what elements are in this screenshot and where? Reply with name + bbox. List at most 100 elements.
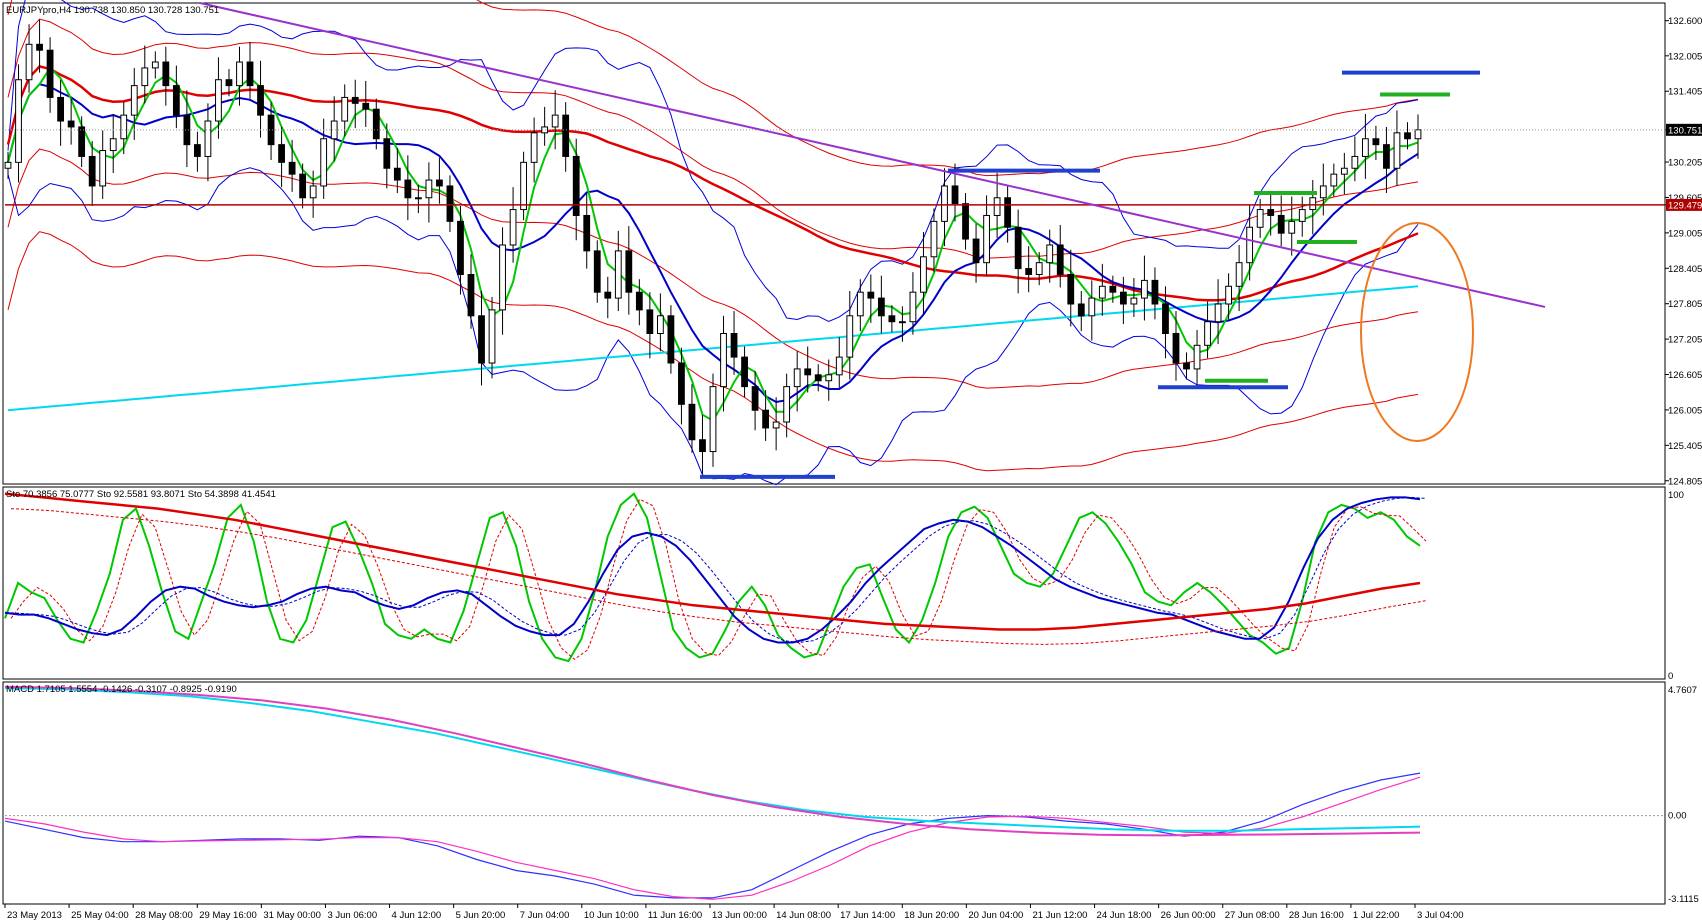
price-axis-label: 129.479 [1668, 200, 1702, 211]
time-axis-label: 14 Jun 08:00 [776, 910, 831, 921]
candle-body [1277, 214, 1285, 234]
price-axis-label: 125.405 [1668, 441, 1702, 452]
envelope-upper [7, 18, 1419, 259]
time-axis-label: 18 Jun 20:00 [904, 910, 959, 921]
time-axis-label: 11 Jun 16:00 [648, 910, 702, 921]
candle-body [941, 185, 948, 222]
time-axis-label: 7 Jun 04:00 [520, 910, 570, 921]
moving-average-slow [6, 65, 1419, 302]
stochastic-slow-signal [10, 508, 1427, 645]
candle-body [1319, 185, 1327, 199]
candle-body [951, 185, 959, 205]
candle-body [1077, 303, 1085, 317]
candle-body [656, 315, 664, 335]
candle-body [877, 297, 885, 317]
time-axis-label: 10 Jun 10:00 [584, 910, 639, 921]
candle-body [1235, 262, 1243, 287]
price-axis-label: 132.600 [1668, 16, 1702, 27]
candle-body [1035, 262, 1043, 275]
price-axis-label: 131.405 [1668, 87, 1702, 98]
macd-long-signal [4, 685, 1421, 837]
macd-plot [4, 685, 1665, 900]
candle-body [962, 203, 969, 240]
candle-body [1183, 362, 1190, 370]
candle-body [1372, 138, 1380, 146]
candle-body [78, 126, 86, 157]
candle-body [1130, 297, 1138, 305]
candle-body [320, 138, 328, 187]
axes: 132.600 132.005 131.405 130.751 130.205 129.6… [4, 16, 1702, 921]
stochastic-panel-frame [2, 486, 1666, 680]
candle-body [478, 315, 485, 364]
candle-body [572, 155, 580, 216]
time-axis-label: 13 Jun 00:00 [712, 910, 767, 921]
candle-body [783, 386, 791, 423]
candle-body [709, 386, 717, 453]
candle-body [57, 96, 65, 122]
candle-body [330, 120, 338, 140]
price-axis-label: 130.751 [1668, 125, 1702, 136]
candle-body [1025, 268, 1033, 275]
candle-body [804, 368, 812, 376]
candle-body [341, 96, 349, 122]
candle-body [1214, 303, 1222, 323]
candle-body [25, 43, 33, 81]
candle-body [920, 256, 927, 293]
candle-body [215, 79, 222, 122]
candle-body [1014, 226, 1022, 270]
stochastic-plot [4, 492, 1427, 663]
moving-average-mid [7, 83, 1419, 404]
macd-axis-label: 0.00 [1668, 811, 1687, 822]
candle-body [1351, 155, 1359, 169]
candle-body [762, 409, 770, 429]
candle-body [1288, 220, 1296, 234]
candle-body [1383, 144, 1390, 169]
price-plot [4, 0, 1665, 486]
candle-body [888, 315, 896, 323]
price-axis-label: 127.805 [1668, 299, 1702, 310]
candle-body [983, 214, 990, 264]
candle-body [730, 333, 738, 358]
candle-body [1330, 173, 1338, 187]
candle-body [520, 161, 527, 211]
candle-body [372, 108, 380, 140]
candle-body [1361, 138, 1369, 157]
price-axis-label: 126.005 [1668, 405, 1702, 416]
envelope-lower [7, 148, 1419, 389]
candle-body [562, 114, 570, 157]
candle-body [793, 368, 801, 388]
candle-body [699, 439, 706, 453]
price-tag-box [1666, 198, 1702, 211]
candle-body [383, 138, 391, 169]
candle-body [1046, 244, 1054, 264]
candle-body [299, 173, 307, 199]
candle-body [194, 144, 201, 157]
candle-body [530, 132, 538, 163]
candle-body [1109, 285, 1117, 293]
candle-body [425, 179, 433, 199]
stochastic-mid [4, 496, 1421, 644]
candle-body [1172, 333, 1180, 364]
stochastic-slow [4, 492, 1421, 631]
candle-body [1246, 226, 1254, 264]
candle-body [362, 102, 370, 110]
candle-body [141, 67, 149, 87]
stochastic-mid-signal [10, 496, 1427, 644]
candle-body [1141, 279, 1148, 299]
candle-body [99, 150, 107, 187]
time-axis-label: 24 Jun 18:00 [1097, 910, 1152, 921]
candle-body [1298, 209, 1306, 222]
stochastic-axis-label: 0 [1668, 671, 1673, 682]
candle-body [993, 197, 1001, 216]
candle-body [1162, 303, 1169, 335]
candle-body [457, 220, 464, 275]
candle-body [667, 315, 675, 364]
candle-body [309, 185, 317, 199]
candle-body [267, 114, 275, 146]
price-axis-label: 127.205 [1668, 335, 1702, 346]
candle-body [593, 250, 601, 293]
macd-signal [4, 776, 1421, 900]
candle-body [1267, 209, 1275, 216]
candle-body [614, 250, 622, 299]
